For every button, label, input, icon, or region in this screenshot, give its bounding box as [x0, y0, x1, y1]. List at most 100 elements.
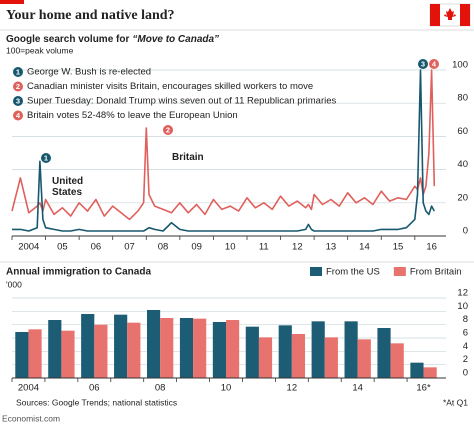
y-label: 100=peak volume	[6, 45, 74, 55]
bar	[48, 320, 62, 378]
bar	[357, 339, 371, 378]
annotation-marker	[13, 110, 23, 121]
bar	[291, 334, 306, 378]
y-tick-label: 0	[463, 226, 468, 237]
y-tick-label: 40	[457, 159, 468, 170]
annotation-text: George W. Bush is re-elected	[27, 67, 151, 78]
x-tick-label: 16*	[416, 383, 431, 394]
x-tick-label: 10	[221, 383, 232, 394]
annotation-number: 1	[44, 153, 48, 162]
subtitle: Google search volume for	[6, 34, 129, 45]
y-tick-label: 10	[457, 301, 468, 312]
bar	[278, 325, 292, 378]
x-tick-label: 16	[426, 242, 437, 253]
subtitle-query: “Move to Canada”	[132, 34, 219, 45]
annotation-number: 3	[421, 59, 425, 68]
x-tick-label: 06	[89, 383, 100, 394]
bar	[160, 318, 174, 378]
bar	[193, 318, 207, 378]
annotation-number: 4	[16, 111, 21, 120]
bar	[61, 330, 75, 378]
y-label: '000	[6, 279, 22, 289]
brand-rule	[0, 0, 24, 4]
annotation-marker	[429, 59, 439, 69]
legend-label: From Britain	[410, 267, 462, 278]
bar	[114, 314, 128, 378]
annotation-text: Britain votes 52-48% to leave the Europe…	[27, 110, 238, 121]
note: *At Q1	[443, 397, 468, 407]
x-tick-label: 09	[191, 242, 202, 253]
annotation-marker	[418, 59, 428, 69]
bar	[127, 322, 141, 378]
flag	[429, 3, 471, 27]
y-tick-label: 60	[457, 126, 468, 137]
bar	[94, 324, 108, 378]
x-tick-label: 06	[91, 242, 102, 253]
annotation-number: 2	[16, 82, 20, 91]
series-label: United States	[52, 176, 84, 198]
bar	[245, 326, 259, 378]
annotation-number: 4	[432, 59, 437, 68]
x-tick-label: 14	[352, 383, 363, 394]
y-tick-label: 4	[463, 341, 468, 352]
annotation-text: Super Tuesday: Donald Trump wins seven o…	[27, 96, 337, 107]
y-tick-label: 12	[457, 288, 468, 299]
annotation-text: Canadian minister visits Britain, encour…	[27, 81, 313, 92]
series-line	[12, 69, 436, 232]
chart-subtitle: Google search volume for “Move to Canada”	[6, 34, 219, 45]
x-tick-label: 08	[155, 383, 166, 394]
bar	[179, 318, 194, 378]
bar	[226, 320, 240, 378]
y-tick-label: 20	[457, 192, 468, 203]
x-tick-label: 12	[292, 242, 303, 253]
page-title: Your home and native land?	[6, 8, 175, 23]
x-tick-label: 15	[393, 242, 404, 253]
series-label: Britain	[172, 152, 204, 163]
bar	[258, 337, 273, 378]
y-tick-label: 0	[463, 368, 468, 379]
chart-subtitle: Annual immigration to Canada	[6, 267, 151, 278]
legend-swatch	[393, 267, 406, 276]
x-tick-label: 12	[287, 383, 298, 394]
annotation-marker	[13, 96, 23, 106]
annotation-marker	[13, 67, 23, 77]
bar	[423, 367, 437, 378]
x-tick-label: 11	[259, 242, 269, 253]
bar	[344, 321, 358, 378]
y-tick-label: 6	[463, 328, 468, 339]
source: Sources: Google Trends; national statist…	[16, 397, 177, 407]
x-tick-label: 07	[124, 242, 135, 253]
bar	[390, 343, 404, 378]
bar	[377, 328, 391, 378]
y-tick-label: 8	[463, 314, 468, 325]
series-line	[11, 69, 436, 221]
x-tick-label: 14	[359, 242, 370, 253]
annotation-number: 2	[166, 125, 170, 134]
x-tick-label: 05	[57, 242, 68, 253]
x-tick-label: 08	[158, 242, 169, 253]
x-tick-label: 2004	[18, 242, 39, 253]
x-tick-label: 13	[326, 242, 337, 253]
y-tick-label: 80	[457, 93, 468, 104]
brand: Economist.com	[2, 413, 60, 423]
y-tick-label: 100	[452, 60, 468, 71]
x-tick-label: 10	[225, 242, 236, 253]
x-tick-label: 2004	[18, 383, 39, 394]
legend-label: From the US	[326, 267, 380, 278]
annotation-marker	[163, 125, 173, 135]
bar	[146, 310, 161, 378]
bar	[410, 362, 424, 378]
bar	[212, 322, 226, 378]
bar	[28, 329, 42, 378]
annotation-marker	[41, 153, 51, 163]
legend-swatch	[310, 267, 322, 276]
bar	[15, 332, 29, 378]
annotation-number: 1	[16, 67, 20, 76]
bar	[324, 337, 338, 378]
bar	[81, 314, 95, 378]
bar	[311, 321, 325, 378]
annotation-marker	[13, 81, 23, 92]
y-tick-label: 2	[463, 354, 468, 365]
